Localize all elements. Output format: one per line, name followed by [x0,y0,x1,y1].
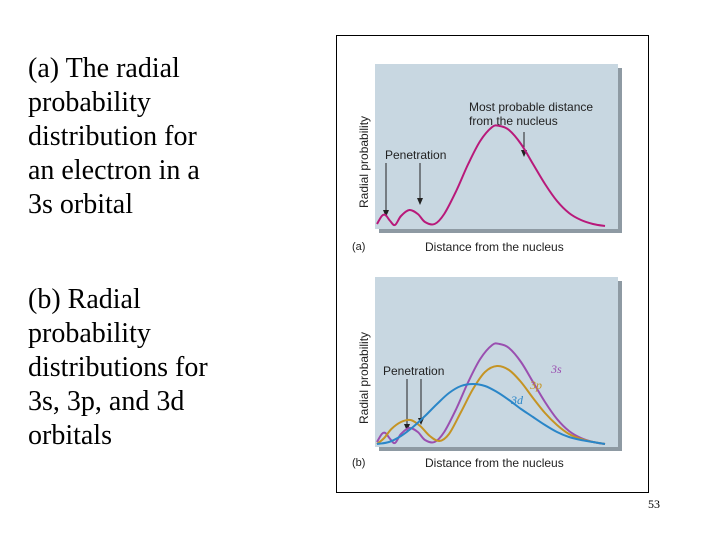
panel-b-label: (b) [352,457,365,469]
panel-b-penetration-label: Penetration [383,364,444,378]
panel-a: Radial probability (a) Distance from the… [352,64,622,254]
panel-a-xlabel: Distance from the nucleus [425,240,564,254]
panel-b-arrow-1-head [404,424,410,431]
caption-b: (b) Radial probability distributions for… [28,284,208,451]
panel-b: Radial probability (b) Distance from the… [352,277,622,470]
panel-b-ylabel: Radial probability [357,332,371,424]
panel-a-arrow-2-head [417,198,423,205]
panel-b-background [375,277,618,447]
panel-a-penetration-label: Penetration [385,148,446,162]
panel-a-most-probable-label: Most probable distance from the nucleus [469,100,596,128]
series-b-line-3s [376,342,606,445]
panel-a-background [375,64,618,229]
panel-b-xlabel: Distance from the nucleus [425,456,564,470]
most-probable-line-2: from the nucleus [469,114,558,128]
panel-a-label: (a) [352,241,365,253]
series-a-line-3s [376,124,606,227]
radial-probability-figure: Radial probability (a) Distance from the… [352,64,622,470]
series-label-3s: 3s [550,362,562,376]
series-b-line-3p [376,364,606,445]
series-b-line-3d [376,382,606,445]
most-probable-line-1: Most probable distance [469,100,593,114]
panel-a-ylabel: Radial probability [357,116,371,208]
caption-a: (a) The radial probability distribution … [28,53,200,220]
panel-a-arrow-1-head [383,210,389,217]
series-label-3d: 3d [510,393,524,407]
page-number: 53 [648,497,660,511]
series-label-3p: 3p [529,378,542,392]
figure-frame: Radial probability (a) Distance from the… [336,35,649,493]
